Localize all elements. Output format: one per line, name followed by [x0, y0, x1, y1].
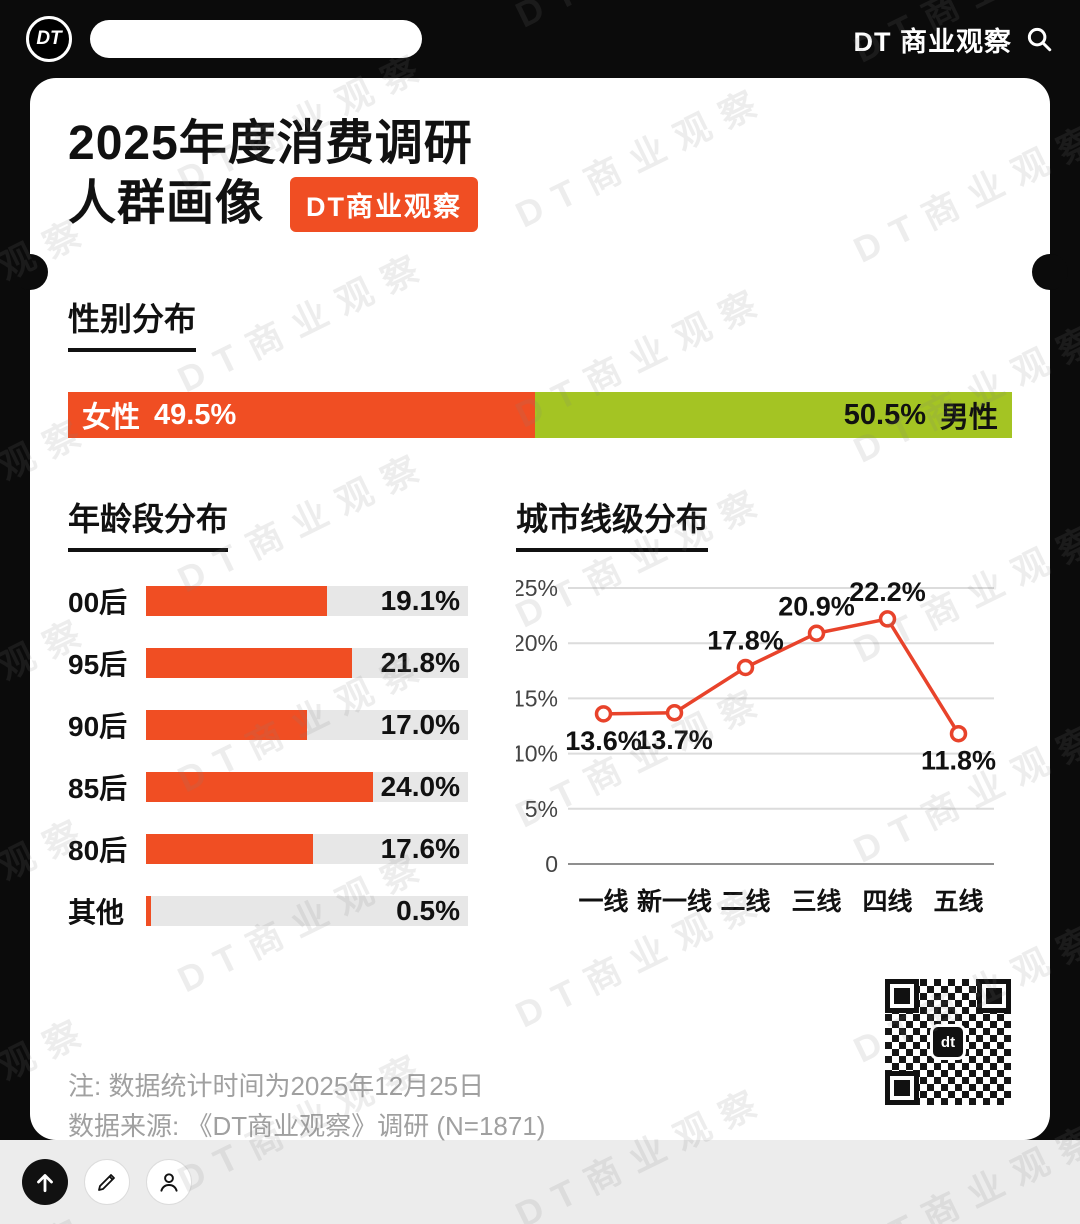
gender-bar-female: 女性 49.5%: [68, 392, 536, 438]
line-series: [603, 616, 960, 735]
city-line-chart: 0 5% 10% 15% 20% 25% 13.6% 一线 13.7% 新一线 17.8% 二线 20.…: [516, 575, 996, 916]
age-bar-track: 19.1%: [146, 586, 468, 616]
age-bar-row: 85后 24.0%: [68, 772, 468, 804]
search-icon[interactable]: [1024, 24, 1054, 54]
data-point: [807, 624, 826, 643]
age-bar-fill: [146, 896, 151, 926]
qr-code: dt: [880, 974, 1016, 1110]
age-bar-fill: [146, 648, 353, 678]
age-row-label: 95后: [68, 649, 128, 680]
age-bar-row: 00后 19.1%: [68, 586, 468, 618]
up-arrow-icon: [37, 1174, 53, 1193]
age-row-value: 0.5%: [396, 895, 460, 926]
age-bar-track: 17.0%: [146, 710, 468, 740]
age-row-value: 24.0%: [380, 771, 460, 802]
age-row-label: 85后: [68, 773, 128, 804]
data-label: 17.8%: [707, 625, 784, 655]
age-row-value: 21.8%: [380, 647, 460, 678]
data-point: [736, 658, 755, 677]
x-tick-label: 新一线: [637, 887, 712, 916]
qr-finder-bottom-left: [885, 1071, 919, 1105]
y-tick-label: 20%: [516, 630, 558, 656]
y-tick-label: 15%: [516, 685, 558, 711]
qr-pattern: dt: [885, 979, 1011, 1105]
age-row-label: 90后: [68, 711, 128, 742]
age-distribution-section: 年龄段分布 00后 19.1% 95后 21.8%: [68, 494, 468, 928]
section-heading-city: 城市线级分布: [516, 494, 709, 552]
data-label: 20.9%: [778, 591, 855, 621]
data-point: [878, 610, 897, 628]
brand-badge: DT商业观察: [290, 176, 479, 232]
data-label: 13.7%: [636, 725, 713, 755]
gender-stacked-bar: 女性 49.5% 50.5% 男性: [68, 392, 1012, 438]
person-icon: [160, 1173, 178, 1192]
age-row-value: 17.0%: [380, 709, 460, 740]
age-bar-track: 24.0%: [146, 772, 468, 802]
age-row-label: 其他: [68, 897, 125, 928]
section-heading-gender: 性别分布: [68, 294, 197, 352]
age-bar-fill: [146, 772, 374, 802]
page-title-line1: 2025年度消费调研: [68, 117, 473, 170]
data-label: 13.6%: [565, 726, 642, 756]
y-tick-label: 25%: [516, 575, 558, 601]
age-row-label: 00后: [68, 587, 128, 618]
profile-button[interactable]: [146, 1159, 192, 1205]
age-bar-chart: 00后 19.1% 95后 21.8% 90后: [68, 586, 468, 928]
card-notch-left: [12, 254, 48, 290]
age-bar-row: 95后 21.8%: [68, 648, 468, 680]
city-tier-section: 城市线级分布 0 5% 10% 15% 20% 25% 13.6% 一线 13.7% 新一线 17.…: [516, 494, 1012, 926]
section-heading-age: 年龄段分布: [68, 494, 229, 552]
gender-male-value: 50.5%: [843, 398, 926, 431]
gender-bar-male: 50.5% 男性: [535, 392, 1012, 438]
footnote-line1: 注: 数据统计时间为2025年12月25日: [68, 1071, 485, 1101]
pencil-icon: [98, 1174, 115, 1191]
footnote-line2: 数据来源: 《DT商业观察》调研 (N=1871): [68, 1111, 546, 1141]
data-label: 22.2%: [849, 577, 926, 607]
y-tick-label: 10%: [516, 741, 558, 767]
age-bar-fill: [146, 710, 307, 740]
gender-male-label: 男性: [939, 402, 998, 434]
data-point: [949, 724, 968, 743]
age-bar-row: 80后 17.6%: [68, 834, 468, 866]
qr-finder-top-left: [885, 979, 919, 1013]
scroll-to-top-button[interactable]: [22, 1159, 68, 1205]
x-tick-label: 五线: [933, 887, 983, 916]
x-tick-label: 三线: [791, 887, 841, 916]
age-row-label: 80后: [68, 835, 128, 866]
x-tick-label: 二线: [720, 887, 770, 916]
qr-finder-top-right: [977, 979, 1011, 1013]
brand-name: DT 商业观察: [853, 26, 1012, 57]
topbar-brand-area: DT 商业观察: [854, 20, 1055, 59]
page-title-line2: 人群画像: [68, 177, 265, 230]
age-bar-track: 0.5%: [146, 896, 468, 926]
card-notch-right: [1032, 254, 1068, 290]
age-row-value: 17.6%: [380, 833, 460, 864]
dt-logo[interactable]: DT: [26, 16, 72, 62]
y-tick-label: 0: [545, 851, 558, 877]
infographic-card: 2025年度消费调研 人群画像 DT商业观察 性别分布 女性 49.5% 50.…: [12, 78, 1068, 1141]
x-tick-label: 一线: [578, 887, 628, 916]
x-tick-label: 四线: [862, 887, 912, 916]
age-bar-fill: [146, 586, 327, 616]
footnotes: 注: 数据统计时间为2025年12月25日 数据来源: 《DT商业观察》调研 (…: [68, 1066, 1012, 1146]
top-bar: DT DT 商业观察: [0, 0, 1080, 78]
edit-button[interactable]: [84, 1159, 130, 1205]
search-input[interactable]: [90, 20, 422, 58]
age-bar-track: 21.8%: [146, 648, 468, 678]
data-point: [594, 705, 613, 723]
y-tick-label: 5%: [525, 796, 558, 822]
bottom-action-bar: [0, 1140, 1080, 1224]
age-bar-fill: [146, 834, 313, 864]
qr-center-logo: dt: [930, 1024, 966, 1060]
gender-female-value: 49.5%: [154, 398, 237, 431]
age-bar-row: 90后 17.0%: [68, 710, 468, 742]
gender-female-label: 女性: [82, 402, 141, 434]
age-bar-track: 17.6%: [146, 834, 468, 864]
age-bar-row: 其他 0.5%: [68, 896, 468, 928]
data-point: [665, 704, 684, 722]
age-row-value: 19.1%: [380, 585, 460, 616]
data-label: 11.8%: [921, 746, 996, 776]
